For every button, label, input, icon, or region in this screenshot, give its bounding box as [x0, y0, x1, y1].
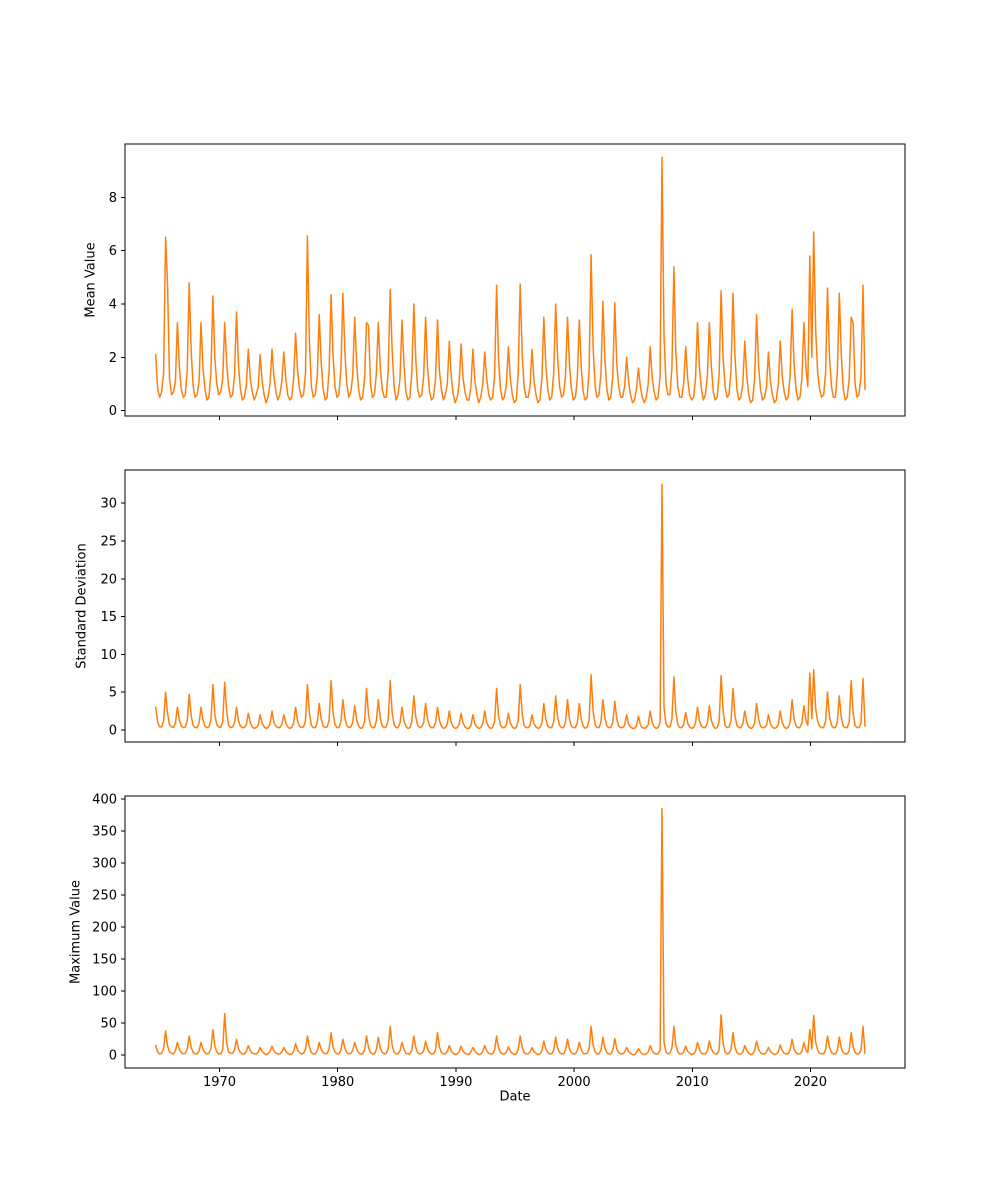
y-tick-label: 50 — [100, 1017, 117, 1032]
ylabel-mean-value: Mean Value — [83, 242, 99, 318]
y-tick-label: 150 — [92, 953, 117, 968]
y-tick-label: 350 — [92, 825, 117, 840]
x-tick-label: 2000 — [558, 1075, 591, 1090]
x-tick-label: 1990 — [439, 1075, 472, 1090]
axes-frame-0 — [124, 143, 906, 417]
ylabel-maximum-value: Maximum Value — [68, 880, 84, 984]
series-line-0 — [154, 156, 866, 404]
y-tick-label: 6 — [109, 244, 117, 259]
y-tick-label: 5 — [109, 686, 117, 701]
y-tick-label: 30 — [100, 497, 117, 512]
y-tick-label: 8 — [109, 191, 117, 206]
y-tick-label: 250 — [92, 889, 117, 904]
y-tick-label: 0 — [109, 1049, 117, 1064]
xlabel-date: Date — [499, 1089, 531, 1105]
y-tick-label: 400 — [92, 793, 117, 808]
y-tick-label: 0 — [109, 723, 117, 738]
y-tick-label: 0 — [109, 404, 117, 419]
y-tick-label: 20 — [100, 572, 117, 587]
ylabel-standard-deviation: Standard Deviation — [74, 543, 90, 669]
y-tick-label: 2 — [109, 351, 117, 366]
y-tick-label: 100 — [92, 985, 117, 1000]
y-tick-label: 15 — [100, 610, 117, 625]
x-tick-label: 2020 — [794, 1075, 827, 1090]
x-tick-label: 1970 — [203, 1075, 236, 1090]
y-tick-label: 4 — [109, 298, 117, 313]
x-tick-label: 2010 — [676, 1075, 709, 1090]
series-line-2 — [154, 808, 866, 1056]
y-tick-label: 300 — [92, 857, 117, 872]
y-tick-label: 25 — [100, 535, 117, 550]
y-tick-label: 10 — [100, 648, 117, 663]
x-tick-label: 1980 — [321, 1075, 354, 1090]
axes-frame-1 — [124, 469, 906, 743]
y-tick-label: 200 — [92, 921, 117, 936]
axes-frame-2 — [124, 795, 906, 1069]
series-line-1 — [154, 483, 866, 730]
